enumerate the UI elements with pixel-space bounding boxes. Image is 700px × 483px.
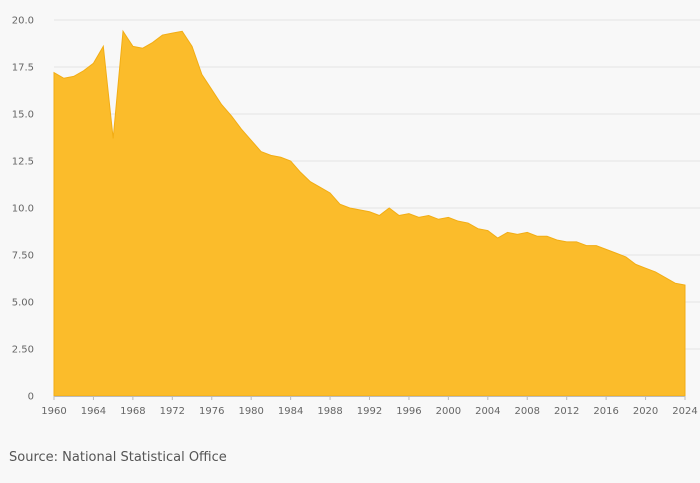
- y-tick-label-5: 12.5: [12, 157, 34, 168]
- x-tick-label-2024: 2024: [672, 406, 697, 417]
- x-tick-label-1996: 1996: [396, 406, 421, 417]
- y-axis-ticks: 0 2.50 5.00 7.50 10.0 12.5 15.0 17.5 20.0: [12, 16, 34, 403]
- y-tick-label-0: 0: [28, 392, 34, 403]
- source-note: Source: National Statistical Office: [9, 450, 227, 465]
- x-tick-label-2012: 2012: [554, 406, 579, 417]
- x-tick-label-1992: 1992: [357, 406, 382, 417]
- y-tick-label-4: 10.0: [12, 204, 34, 215]
- y-tick-label-2: 5.00: [12, 298, 34, 309]
- x-tick-label-1976: 1976: [199, 406, 224, 417]
- x-tick-label-1984: 1984: [278, 406, 303, 417]
- x-tick-label-1988: 1988: [317, 406, 342, 417]
- y-tick-label-3: 7.50: [12, 251, 34, 262]
- x-tick-label-1968: 1968: [120, 406, 145, 417]
- x-axis-ticks: 1960 1964 1968 1972 1976 1980 1984 1988 1992 1996…: [41, 396, 698, 417]
- x-tick-label-2020: 2020: [633, 406, 658, 417]
- y-tick-label-6: 15.0: [12, 110, 34, 121]
- y-tick-label-1: 2.50: [12, 345, 34, 356]
- x-tick-label-1980: 1980: [238, 406, 263, 417]
- y-tick-label-8: 20.0: [12, 16, 34, 27]
- x-tick-label-2008: 2008: [515, 406, 540, 417]
- x-tick-label-2016: 2016: [593, 406, 618, 417]
- x-tick-label-1964: 1964: [81, 406, 106, 417]
- x-tick-label-1972: 1972: [160, 406, 185, 417]
- x-tick-label-2000: 2000: [436, 406, 461, 417]
- area-series: [53, 29, 686, 397]
- x-tick-label-2004: 2004: [475, 406, 500, 417]
- y-tick-label-7: 17.5: [12, 63, 34, 74]
- x-tick-label-1960: 1960: [41, 406, 66, 417]
